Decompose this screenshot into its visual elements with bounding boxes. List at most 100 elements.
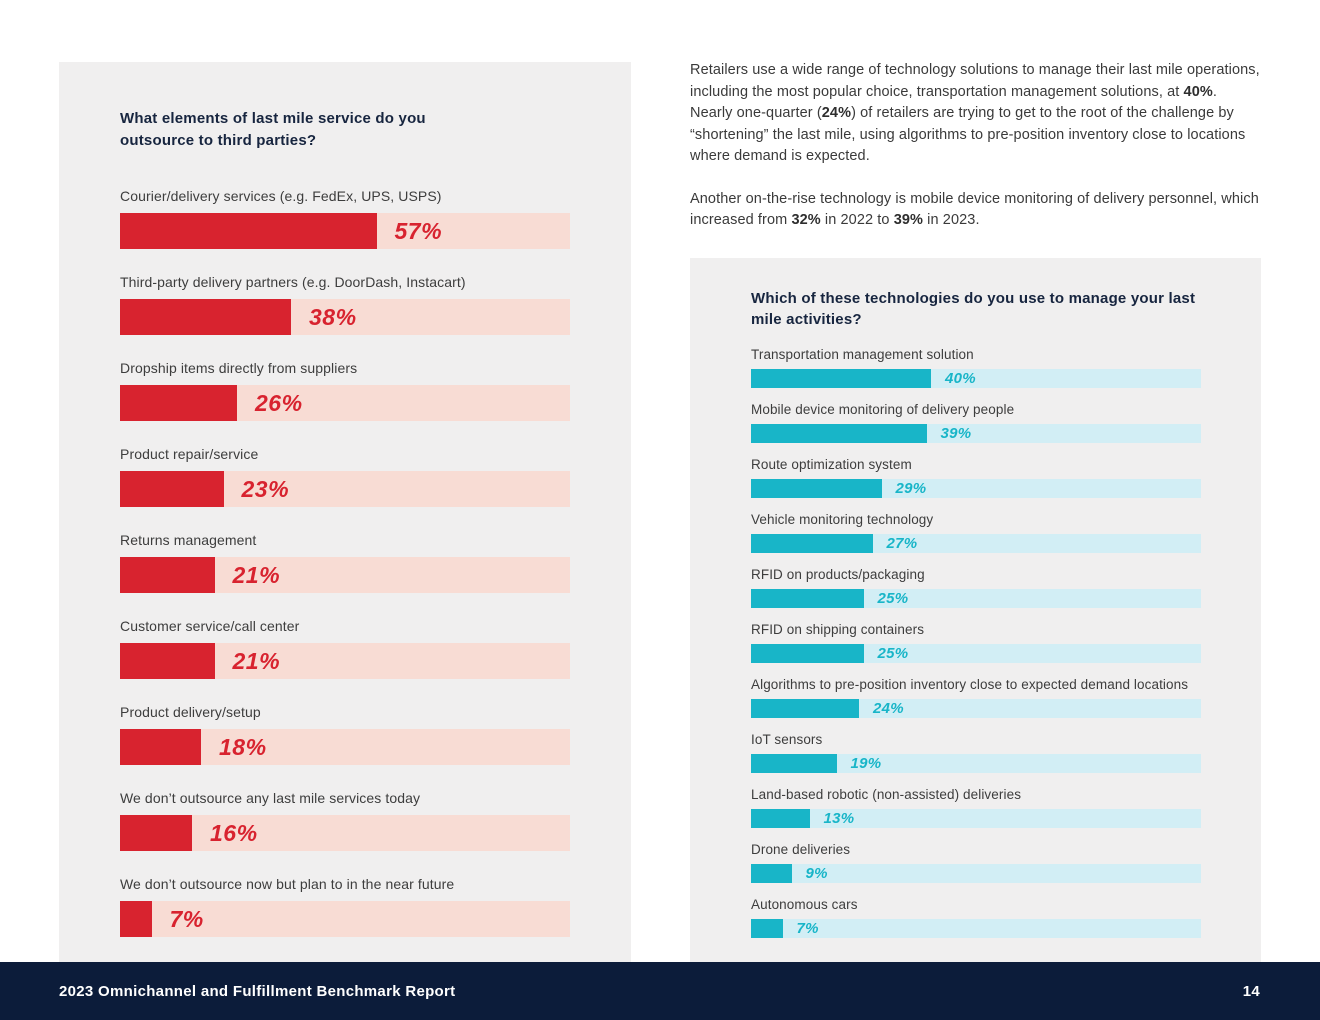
bar-value-label: 7%	[169, 905, 204, 932]
outsourcing-bar-chart: Courier/delivery services (e.g. FedEx, U…	[120, 188, 570, 937]
bar-row: Autonomous cars 7%	[751, 897, 1201, 938]
bar-fill	[120, 815, 192, 851]
bar-row: Land-based robotic (non-assisted) delive…	[751, 787, 1201, 828]
bar-category-label: RFID on products/packaging	[751, 567, 925, 582]
bar-category-label: Transportation management solution	[751, 347, 974, 362]
bar-category-label: IoT sensors	[751, 732, 823, 747]
bar-fill	[120, 557, 215, 593]
bar-track: 21%	[120, 643, 570, 679]
bar-value-label: 38%	[309, 303, 357, 330]
footer-bar: 2023 Omnichannel and Fulfillment Benchma…	[0, 962, 1320, 1020]
bar-category-label: Land-based robotic (non-assisted) delive…	[751, 787, 1022, 802]
bar-track: 24%	[751, 699, 1201, 718]
bar-category-label: Product delivery/setup	[120, 704, 261, 720]
bar-value-label: 24%	[873, 700, 904, 717]
bar-row: Courier/delivery services (e.g. FedEx, U…	[120, 188, 570, 249]
text-segment: in 2022 to	[820, 212, 894, 228]
bar-value-label: 7%	[796, 920, 819, 937]
bar-fill	[751, 534, 873, 553]
bar-value-label: 9%	[805, 865, 828, 882]
bar-category-label: Third-party delivery partners (e.g. Door…	[120, 274, 466, 290]
highlighted-stat: 40%	[1183, 83, 1213, 100]
bar-row: Drone deliveries 9%	[751, 842, 1201, 883]
bar-fill	[751, 479, 882, 498]
bar-value-label: 40%	[945, 370, 976, 387]
bar-fill	[120, 729, 201, 765]
bar-row: Product repair/service 23%	[120, 446, 570, 507]
technologies-bar-chart: Transportation management solution 40% Mob…	[751, 347, 1201, 938]
footer-report-title: 2023 Omnichannel and Fulfillment Benchma…	[59, 982, 456, 1000]
bar-value-label: 26%	[255, 389, 303, 416]
bar-value-label: 18%	[219, 733, 267, 760]
bar-row: RFID on shipping containers 25%	[751, 622, 1201, 663]
bar-row: We don’t outsource any last mile service…	[120, 790, 570, 851]
bar-fill	[751, 809, 810, 828]
bar-category-label: Mobile device monitoring of delivery peo…	[751, 402, 1015, 417]
bar-fill	[751, 589, 864, 608]
bar-value-label: 19%	[850, 755, 882, 772]
bar-row: Returns management 21%	[120, 532, 570, 593]
bar-row: Dropship items directly from suppliers 26…	[120, 360, 570, 421]
bar-category-label: Courier/delivery services (e.g. FedEx, U…	[120, 188, 442, 204]
bar-fill	[120, 385, 237, 421]
bar-row: Vehicle monitoring technology 27%	[751, 512, 1201, 553]
bar-row: Product delivery/setup 18%	[120, 704, 570, 765]
footer-page-number: 14	[1242, 982, 1260, 1000]
bar-value-label: 25%	[877, 645, 909, 662]
bar-value-label: 27%	[886, 535, 918, 552]
intro-text-block: Retailers use a wide range of technology…	[690, 60, 1260, 232]
bar-fill	[120, 901, 152, 937]
bar-fill	[751, 919, 783, 938]
bar-track: 23%	[120, 471, 570, 507]
bar-row: IoT sensors 19%	[751, 732, 1201, 773]
bar-track: 38%	[120, 299, 570, 335]
bar-value-label: 39%	[940, 425, 972, 442]
bar-row: We don’t outsource now but plan to in th…	[120, 876, 570, 937]
text-segment: Retailers use a wide range of technology…	[690, 62, 1260, 100]
outsourcing-chart-panel: What elements of last mile service do yo…	[59, 62, 631, 962]
bar-category-label: Algorithms to pre-position inventory clo…	[751, 677, 1189, 692]
body-paragraph: Retailers use a wide range of technology…	[690, 60, 1260, 168]
bar-row: Mobile device monitoring of delivery peo…	[751, 402, 1201, 443]
bar-track: 26%	[120, 385, 570, 421]
bar-track: 25%	[751, 644, 1201, 663]
bar-row: Customer service/call center 21%	[120, 618, 570, 679]
bar-track: 7%	[120, 901, 570, 937]
bar-category-label: We don’t outsource any last mile service…	[120, 790, 421, 806]
bar-category-label: We don’t outsource now but plan to in th…	[120, 876, 455, 892]
bar-category-label: Drone deliveries	[751, 842, 851, 857]
highlighted-stat: 39%	[893, 212, 924, 228]
bar-category-label: Product repair/service	[120, 446, 259, 462]
bar-fill	[751, 864, 792, 883]
bar-track: 27%	[751, 534, 1201, 553]
bar-value-label: 21%	[232, 647, 281, 674]
body-paragraph: Another on-the-rise technology is mobile…	[690, 189, 1260, 232]
chart-title: Which of these technologies do you use t…	[751, 290, 1196, 328]
text-segment: Another on-the-rise technology is mobile…	[690, 190, 1259, 229]
bar-track: 13%	[751, 809, 1201, 828]
bar-category-label: Vehicle monitoring technology	[751, 512, 934, 527]
bar-track: 25%	[751, 589, 1201, 608]
bar-track: 7%	[751, 919, 1201, 938]
bar-category-label: Dropship items directly from suppliers	[120, 360, 358, 376]
bar-value-label: 25%	[877, 590, 909, 607]
bar-value-label: 29%	[895, 480, 927, 497]
bar-track: 57%	[120, 213, 570, 249]
bar-row: RFID on products/packaging 25%	[751, 567, 1201, 608]
bar-category-label: Customer service/call center	[120, 618, 300, 634]
bar-row: Route optimization system 29%	[751, 457, 1201, 498]
bar-fill	[120, 643, 215, 679]
highlighted-stat: 32%	[791, 212, 821, 228]
bar-fill	[751, 369, 931, 388]
text-segment: in 2023.	[923, 212, 980, 228]
technologies-chart-panel: Which of these technologies do you use t…	[690, 258, 1261, 962]
bar-track: 18%	[120, 729, 570, 765]
bar-value-label: 21%	[232, 561, 281, 588]
bar-track: 29%	[751, 479, 1201, 498]
bar-row: Algorithms to pre-position inventory clo…	[751, 677, 1201, 718]
highlighted-stat: 24%	[821, 105, 852, 121]
bar-category-label: Route optimization system	[751, 457, 912, 472]
bar-category-label: Autonomous cars	[751, 897, 858, 912]
bar-category-label: RFID on shipping containers	[751, 622, 925, 637]
